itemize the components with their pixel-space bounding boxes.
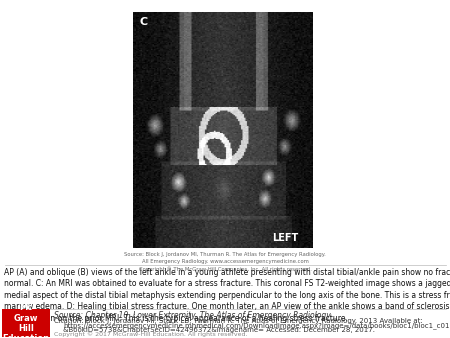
Text: Citation: Block J, Jordanov MI, Stack LB, Thurman R. The Atlas of Emergency Radi: Citation: Block J, Jordanov MI, Stack LB… — [54, 318, 423, 324]
Text: &BookID=5738&ChapterSecID=42496372&imagename= Accessed: December 28, 2017.: &BookID=5738&ChapterSecID=42496372&image… — [63, 327, 375, 333]
Text: LEFT: LEFT — [272, 233, 298, 243]
Text: https://accessemergencymedicine.mhmedical.com/Downloadimage.aspx?image=/data/boo: https://accessemergencymedicine.mhmedica… — [63, 322, 450, 329]
Text: Copyright © 2017 McGraw-Hill Education. All rights reserved.: Copyright © 2017 McGraw-Hill Education. … — [54, 331, 248, 337]
Text: C: C — [140, 17, 148, 27]
Text: Source: Chapter 10. Lower Extremity, The Atlas of Emergency Radiology: Source: Chapter 10. Lower Extremity, The… — [54, 311, 331, 320]
Text: All Emergency Radiology. www.accessemergencymedicine.com: All Emergency Radiology. www.accessemerg… — [142, 259, 308, 264]
Text: Mc
Graw
Hill
Education: Mc Graw Hill Education — [2, 303, 50, 338]
Text: AP (A) and oblique (B) views of the left ankle in a young athlete presenting wit: AP (A) and oblique (B) views of the left… — [4, 268, 450, 323]
FancyBboxPatch shape — [2, 309, 50, 337]
Text: Source: Block J, Jordanov MI, Thurman R. The Atlas for Emergency Radiology.: Source: Block J, Jordanov MI, Thurman R.… — [124, 252, 326, 257]
Text: Copyright © The McGraw-Hill Companies, Inc. All rights reserved.: Copyright © The McGraw-Hill Companies, I… — [139, 267, 311, 272]
